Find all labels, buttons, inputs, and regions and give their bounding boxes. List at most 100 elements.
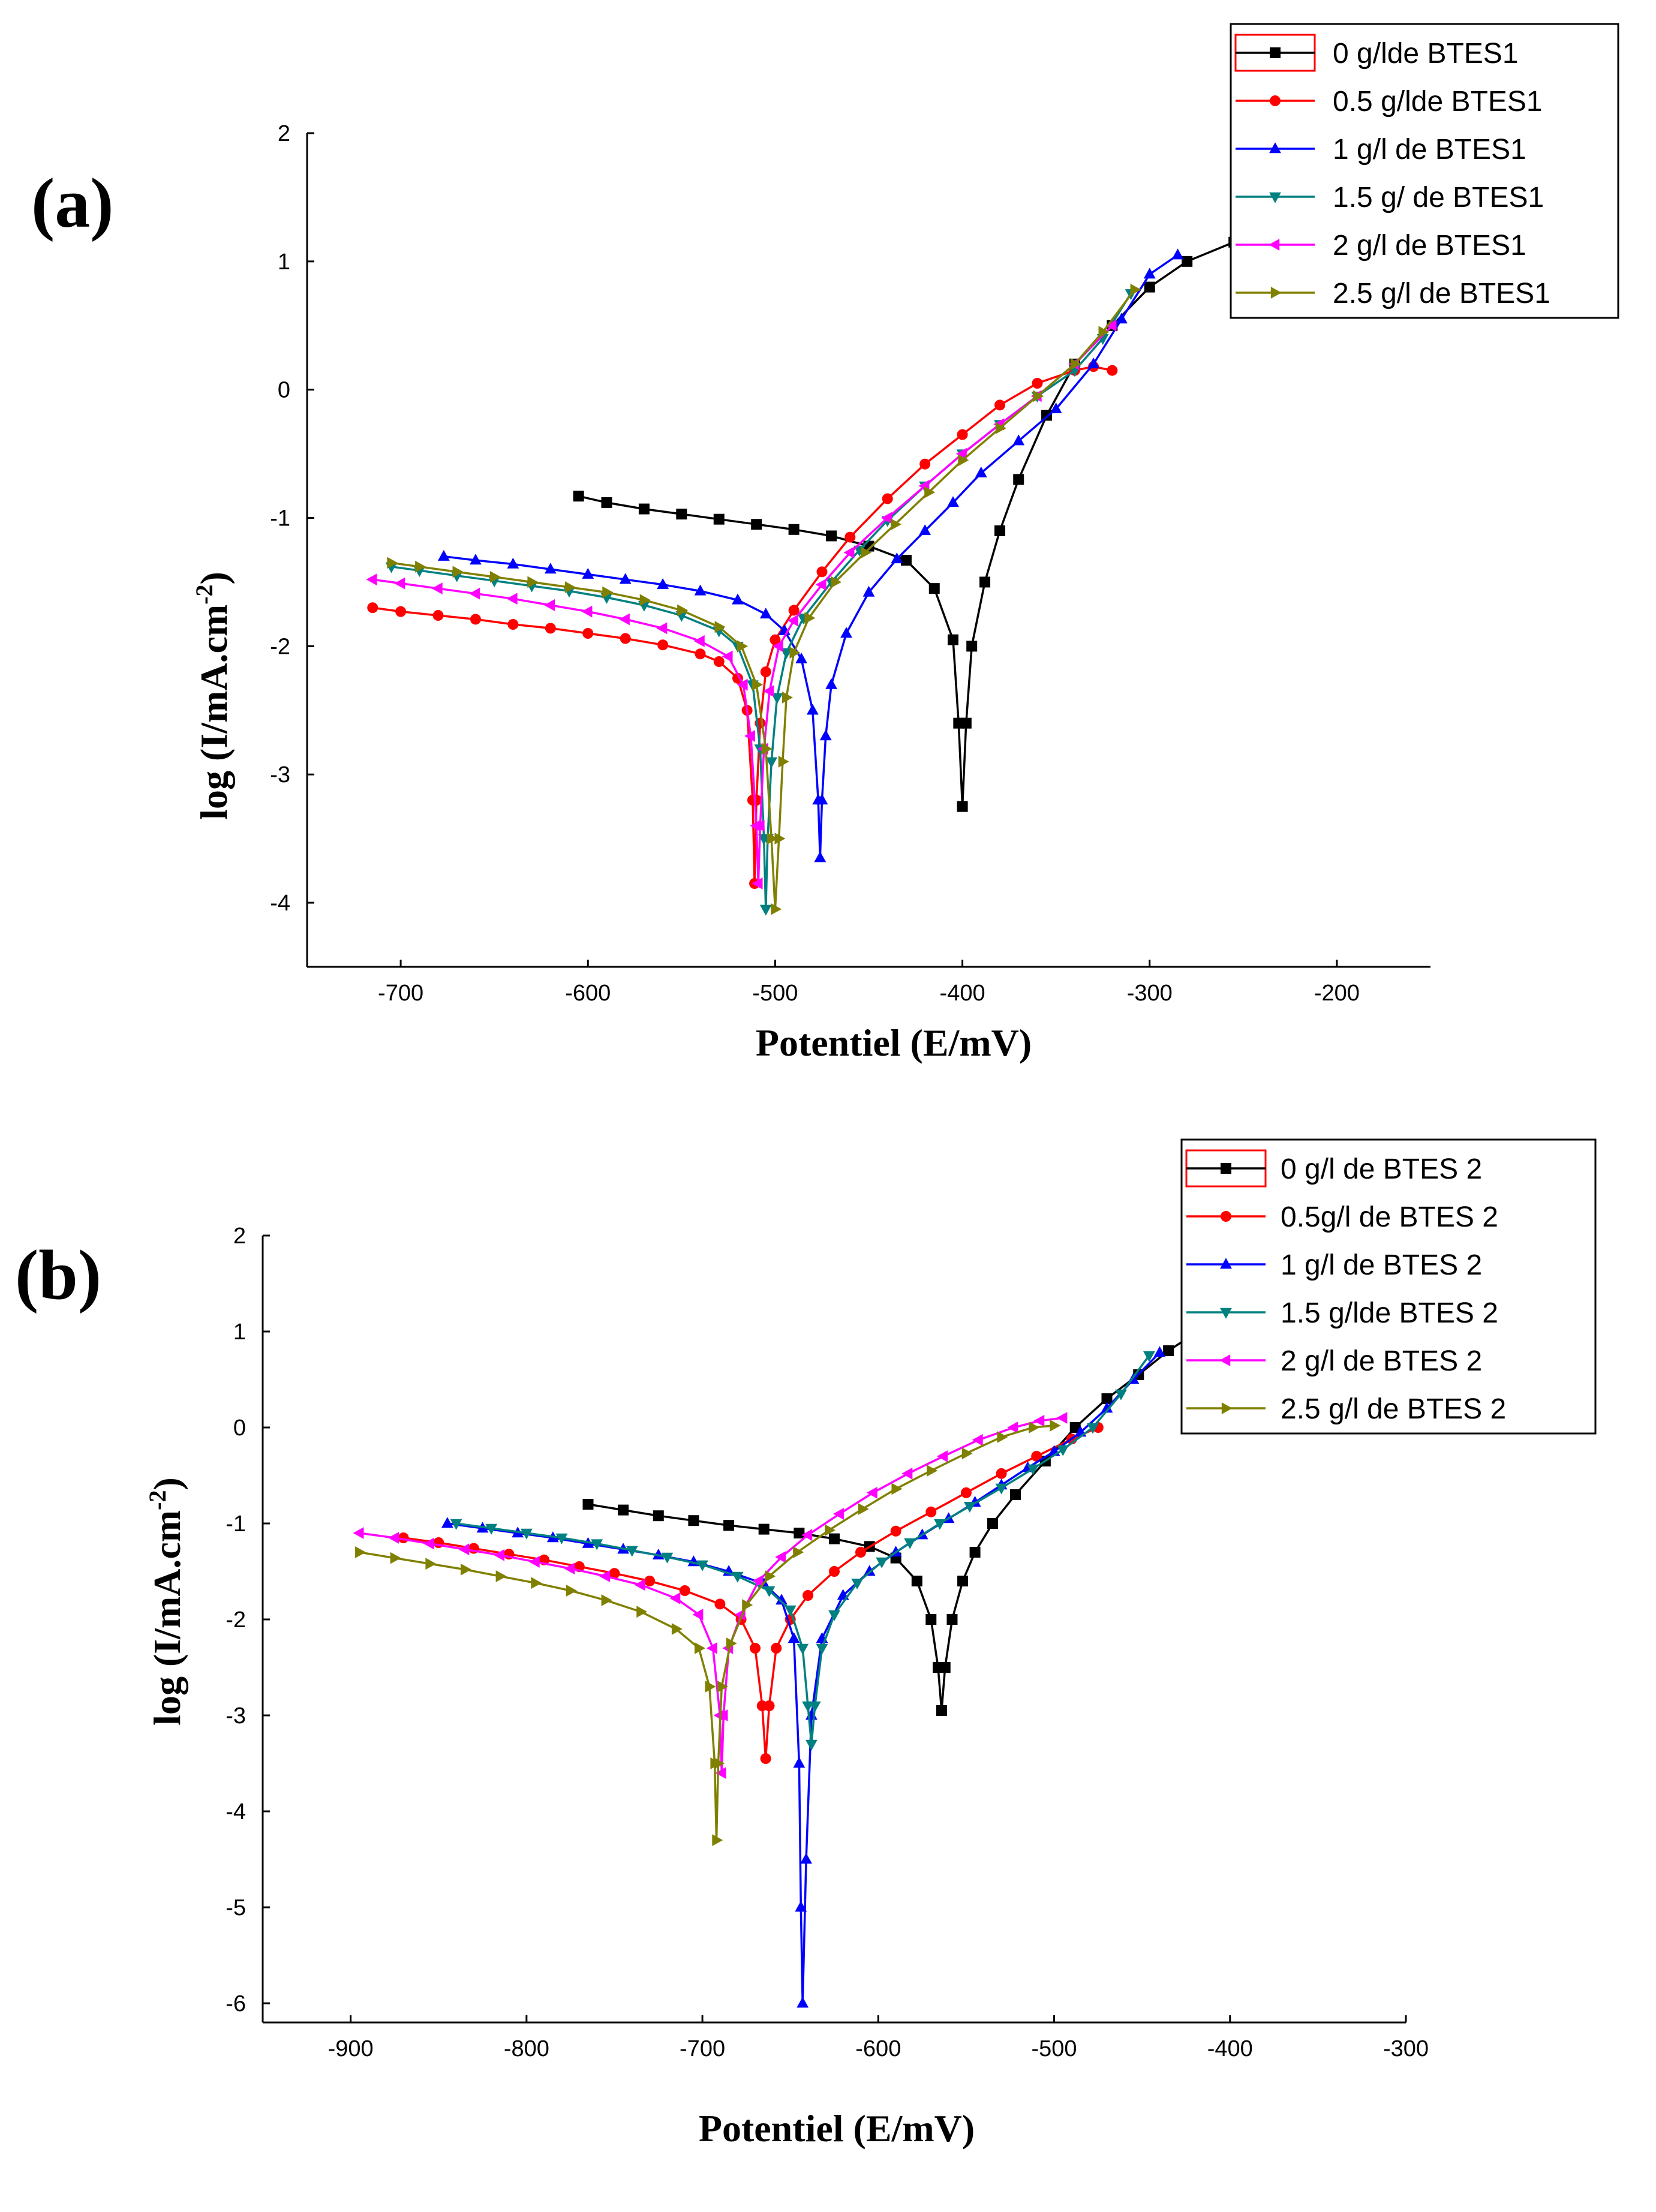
panel-b-legend-box	[1180, 1138, 1597, 1435]
panel-b-series-4-point	[972, 1433, 983, 1446]
panel-b-series-4-point	[634, 1579, 645, 1591]
panel-a-series-2-point	[759, 608, 772, 619]
panel-a: (a) -4 -3 -2 -1 0 1 2 -700 -600 -500 -400 -300 -200…	[31, 23, 1619, 1064]
panel-b-series-3-point	[963, 1502, 976, 1513]
panel-b-series-1-point	[925, 1506, 937, 1517]
panel-a-x-tick-label: -400	[940, 981, 985, 1006]
panel-b-series-3-point	[696, 1560, 708, 1571]
panel-b-legend-label-4: 2 g/l de BTES 2	[1281, 1345, 1482, 1377]
panel-a-series-2-point	[694, 584, 707, 596]
panel-b-series-4-point	[353, 1527, 364, 1539]
panel-a-series-2-point	[437, 549, 450, 561]
panel-a-series-5-point	[387, 557, 398, 569]
panel-b-y-axis-title-main: log (I/mA.cm	[146, 1510, 188, 1726]
panel-b-series-1-point	[829, 1566, 840, 1577]
panel-a-series-1-point	[620, 633, 631, 644]
panel-a-series-0-point	[957, 801, 968, 812]
panel-a-series-1-point	[788, 605, 800, 616]
panel-b-series-1-point	[714, 1598, 726, 1610]
panel-b-legend-marker-4	[1219, 1354, 1231, 1366]
panel-b-series-5-point	[714, 1757, 725, 1769]
panel-a-series-1-point	[760, 666, 771, 678]
panel-a-series-1	[367, 361, 1118, 889]
panel-a-legend-marker-3	[1269, 192, 1281, 203]
panel-b-series-0-point	[1069, 1422, 1081, 1433]
panel-b-series-4-line	[359, 1417, 1063, 1774]
panel-a-legend-label-1: 0.5 g/lde BTES1	[1333, 86, 1543, 118]
panel-a-series-2-point	[814, 851, 827, 862]
panel-b-series-4	[353, 1412, 1068, 1779]
panel-a-series-0-point	[788, 524, 800, 535]
panel-a-series-4-point	[618, 613, 630, 626]
panel-a-series-5-point	[639, 594, 651, 606]
panel-a-series-1-point	[582, 628, 594, 639]
panel-a-legend-marker-5	[1270, 287, 1282, 299]
panel-a-series-0-point	[994, 525, 1006, 536]
panel-a-y-tick-label: -2	[270, 634, 290, 659]
panel-a-series-2-point	[975, 466, 987, 477]
panel-a-label: (a)	[31, 164, 114, 242]
panel-b-series-0-point	[1163, 1345, 1174, 1356]
panel-b-y-ticks: -6 -5 -4 -3 -2 -1 0 1 2	[226, 1224, 270, 2016]
panel-b-series-1-point	[890, 1525, 901, 1537]
panel-a-series-5-point	[1130, 283, 1141, 296]
panel-b-series-5-point	[961, 1447, 973, 1460]
panel-b-legend-marker-0	[1221, 1163, 1231, 1174]
panel-b-series-1-point	[771, 1643, 782, 1654]
panel-a-x-tick-label: -600	[565, 981, 611, 1006]
panel-a-series-1-point	[395, 606, 407, 617]
panel-b-series-2-point	[797, 1997, 809, 2008]
panel-a-series-4-point	[955, 447, 967, 460]
panel-a-series-4-point	[763, 685, 774, 698]
panel-a-series-2-point	[1012, 434, 1025, 446]
panel-a-series-0-point	[601, 497, 612, 508]
panel-a-series-0-point	[826, 530, 837, 542]
panel-b-y-tick-label: -4	[226, 1799, 246, 1825]
panel-b-series-5-point	[671, 1623, 683, 1635]
panel-b-series-3	[450, 1351, 1155, 1751]
panel-b-x-tick-label: -500	[1032, 2036, 1077, 2061]
panel-a-series-5-point	[891, 518, 902, 531]
panel-a-y-tick-label: -1	[270, 506, 290, 531]
panel-a-series-1-point	[545, 623, 556, 634]
panel-b-series-5-point	[726, 1637, 737, 1649]
panel-b-series-4-point	[388, 1532, 399, 1544]
panel-b-series-5-point	[566, 1585, 577, 1597]
panel-a-series-5-point	[771, 903, 782, 915]
panel-b-series-4-point	[717, 1709, 728, 1721]
panel-b-series-5-point	[825, 1524, 836, 1537]
panel-a-series-2-point	[947, 496, 959, 507]
panel-b-x-axis-title: Potentiel (E/mV)	[699, 2107, 975, 2150]
panel-a-series-4-point	[752, 877, 763, 889]
panel-b-y-tick-label: -1	[226, 1511, 246, 1537]
panel-a-series-2-point	[1143, 268, 1156, 279]
panel-b-series-1-point	[760, 1753, 771, 1764]
panel-b-series-1-point	[750, 1643, 761, 1654]
panel-a-legend-label-0: 0 g/lde BTES1	[1333, 38, 1519, 70]
panel-a-legend-marker-1	[1270, 95, 1281, 106]
panel-a-series-5-point	[958, 454, 969, 467]
panel-b-series-2-point	[795, 1901, 807, 1912]
panel-b-series-4-point	[692, 1609, 704, 1621]
panel-a-series-3-point	[771, 693, 783, 704]
panel-a-series-5-point	[564, 581, 576, 593]
panel-b-series-1-point	[960, 1487, 972, 1498]
panel-a-series-5-point	[804, 612, 816, 624]
panel-a-series-2-point	[1116, 312, 1128, 324]
panel-b-x-tick-label: -900	[328, 2036, 374, 2061]
panel-a-series-5-point	[831, 576, 842, 588]
panel-a-series-2-point	[891, 552, 903, 564]
panel-a-series-0-point	[1144, 281, 1155, 293]
panel-b-series-1-point	[609, 1568, 620, 1579]
panel-b-y-tick-label: -3	[226, 1703, 246, 1729]
panel-a-series-2-point	[819, 729, 832, 741]
panel-a-series-5-point	[782, 692, 793, 704]
panel-a-series-2-line	[443, 254, 1179, 858]
panel-b-series-0-point	[829, 1533, 840, 1544]
panel-b-series-3-point	[1087, 1423, 1099, 1434]
panel-a-series-2-point	[862, 585, 875, 597]
panel-a-series-5-point	[602, 586, 614, 599]
panel-a-series-3-point	[780, 648, 793, 659]
panel-b-y-tick-label: 0	[233, 1415, 246, 1441]
